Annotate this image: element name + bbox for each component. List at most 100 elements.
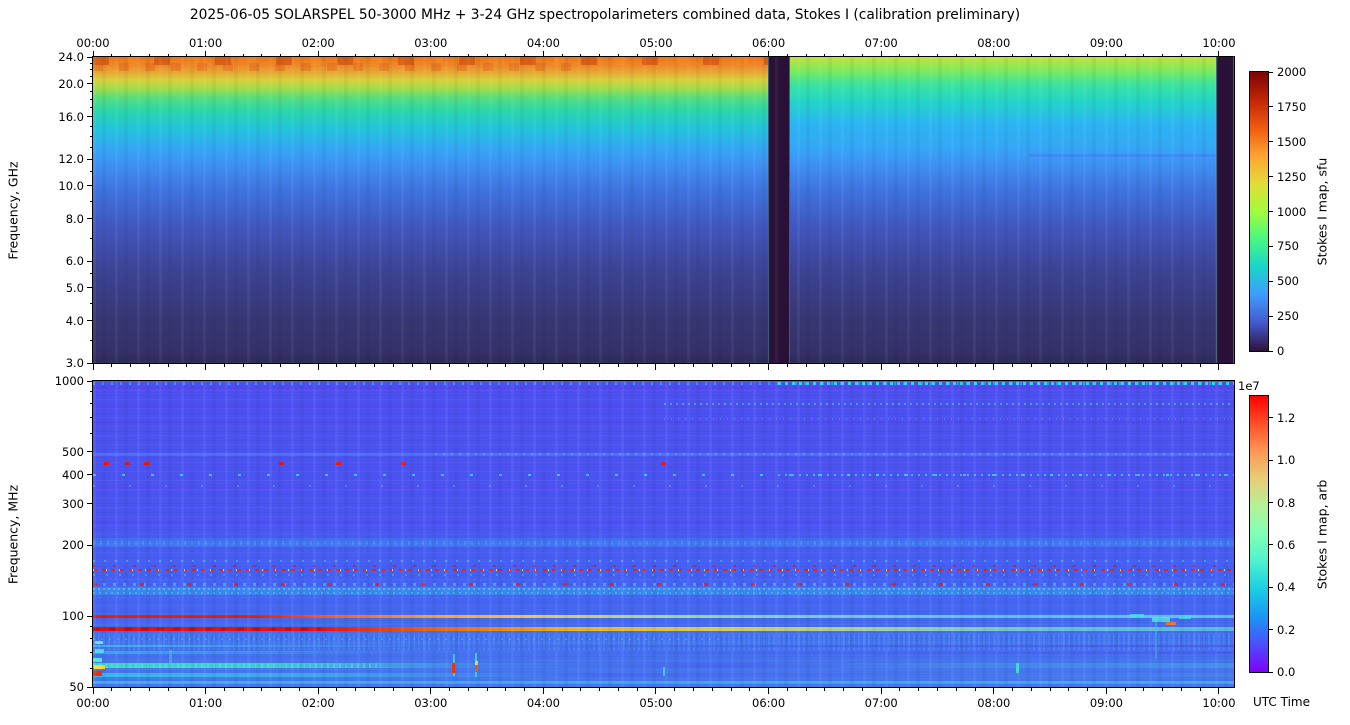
x-major-tick-top <box>317 51 319 57</box>
y-tick-label: 20.0 <box>58 76 84 91</box>
heatmap-feature <box>93 405 1234 408</box>
colorbar-tick <box>1269 586 1273 588</box>
y-major-tick <box>87 380 93 382</box>
x-tick-label-top: 09:00 <box>1089 36 1123 50</box>
y-minor-tick <box>90 339 93 341</box>
x-minor-tick-top <box>1143 54 1145 57</box>
x-minor-tick-top <box>730 54 732 57</box>
y-minor-tick <box>90 667 93 669</box>
x-minor-tick-top <box>1087 54 1089 57</box>
x-major-tick-bottom <box>880 688 882 694</box>
x-major-tick-bottom <box>430 688 432 694</box>
x-minor-tick-mid <box>1049 364 1051 367</box>
spectrogram-ghz-panel <box>92 56 1235 364</box>
x-minor-tick-bottom <box>561 688 563 691</box>
heatmap-feature-dot <box>104 462 110 466</box>
x-minor-tick-bottom <box>1124 688 1126 691</box>
heatmap-feature-dot <box>335 462 341 466</box>
heatmap-spot <box>93 658 103 663</box>
y-major-tick <box>87 615 93 617</box>
colorbar-tick-label: 1500 <box>1277 134 1307 149</box>
y-major-tick <box>87 320 93 322</box>
y-tick-label: 500 <box>62 444 84 459</box>
x-minor-tick-mid <box>223 364 225 367</box>
x-minor-tick-top <box>843 54 845 57</box>
x-tick-label-bottom: 00:00 <box>76 696 110 710</box>
x-major-tick-bottom <box>317 688 319 694</box>
x-minor-tick-top <box>336 54 338 57</box>
x-minor-tick-mid <box>693 364 695 367</box>
x-minor-tick-top <box>1124 54 1126 57</box>
x-minor-tick-top <box>749 54 751 57</box>
x-minor-tick-bottom <box>899 688 901 691</box>
x-tick-label-top: 10:00 <box>1202 36 1236 50</box>
x-minor-tick-top <box>280 54 282 57</box>
colorbar-tick-label: 0.6 <box>1277 537 1296 552</box>
spectrogram-mhz-panel <box>92 380 1235 688</box>
x-minor-tick-mid <box>186 364 188 367</box>
colorbar-tick-label: 1.0 <box>1277 453 1296 468</box>
x-tick-label-bottom: 04:00 <box>526 696 560 710</box>
heatmap-spot <box>1015 663 1019 674</box>
x-minor-tick-bottom <box>580 688 582 691</box>
x-minor-tick-top <box>861 54 863 57</box>
y-minor-tick <box>90 391 93 393</box>
x-minor-tick-mid <box>1012 364 1014 367</box>
x-minor-tick-bottom <box>1030 688 1032 691</box>
x-minor-tick-mid <box>580 364 582 367</box>
x-minor-tick-bottom <box>148 688 150 691</box>
x-major-tick-bottom <box>993 688 995 694</box>
x-minor-tick-top <box>186 54 188 57</box>
x-major-tick-mid <box>205 364 207 370</box>
colorbar-tick-label: 1000 <box>1277 204 1307 219</box>
x-minor-tick-mid <box>111 364 113 367</box>
x-minor-tick-top <box>824 54 826 57</box>
heatmap-spot <box>94 641 103 645</box>
heatmap-feature <box>93 559 1234 562</box>
x-minor-tick-bottom <box>524 688 526 691</box>
heatmap-epoch <box>93 57 769 363</box>
y-minor-tick <box>90 416 93 418</box>
x-minor-tick-bottom <box>167 688 169 691</box>
heatmap-feature <box>93 487 1234 490</box>
x-minor-tick-mid <box>1124 364 1126 367</box>
y-major-tick <box>87 544 93 546</box>
heatmap-feature <box>663 403 1234 406</box>
x-minor-tick-bottom <box>486 688 488 691</box>
x-major-tick-bottom <box>205 688 207 694</box>
x-minor-tick-mid <box>373 364 375 367</box>
y-major-tick <box>87 287 93 289</box>
x-tick-label-bottom: 09:00 <box>1089 696 1123 710</box>
y-minor-tick <box>90 432 93 434</box>
x-minor-tick-top <box>636 54 638 57</box>
colorbar-tick <box>1269 280 1273 282</box>
x-minor-tick-mid <box>1143 364 1145 367</box>
heatmap-feature <box>93 569 1234 572</box>
x-major-tick-mid <box>993 364 995 370</box>
colorbar-tick-label: 0.4 <box>1277 580 1296 595</box>
heatmap-feature <box>435 452 1234 455</box>
x-minor-tick-bottom <box>186 688 188 691</box>
x-minor-tick-top <box>373 54 375 57</box>
colorbar-tick <box>1269 245 1273 247</box>
colorbar-tick-label: 250 <box>1277 309 1299 324</box>
y-major-tick <box>87 158 93 160</box>
x-minor-tick-bottom <box>843 688 845 691</box>
heatmap-feature-dot <box>661 462 666 466</box>
heatmap-feature <box>93 387 1234 390</box>
x-major-tick-mid <box>92 364 94 370</box>
heatmap-feature <box>93 588 1234 591</box>
x-major-tick-mid <box>655 364 657 370</box>
heatmap-spot <box>169 649 173 668</box>
x-minor-tick-bottom <box>392 688 394 691</box>
colorbar-tick <box>1269 350 1273 352</box>
x-minor-tick-top <box>580 54 582 57</box>
heatmap-feature <box>1028 153 1216 157</box>
x-minor-tick-top <box>674 54 676 57</box>
heatmap-feature <box>93 521 1234 524</box>
x-minor-tick-mid <box>974 364 976 367</box>
heatmap-spot <box>94 664 106 669</box>
colorbar-tick-label: 2000 <box>1277 65 1307 79</box>
x-minor-tick-mid <box>486 364 488 367</box>
x-tick-label-top: 06:00 <box>752 36 786 50</box>
